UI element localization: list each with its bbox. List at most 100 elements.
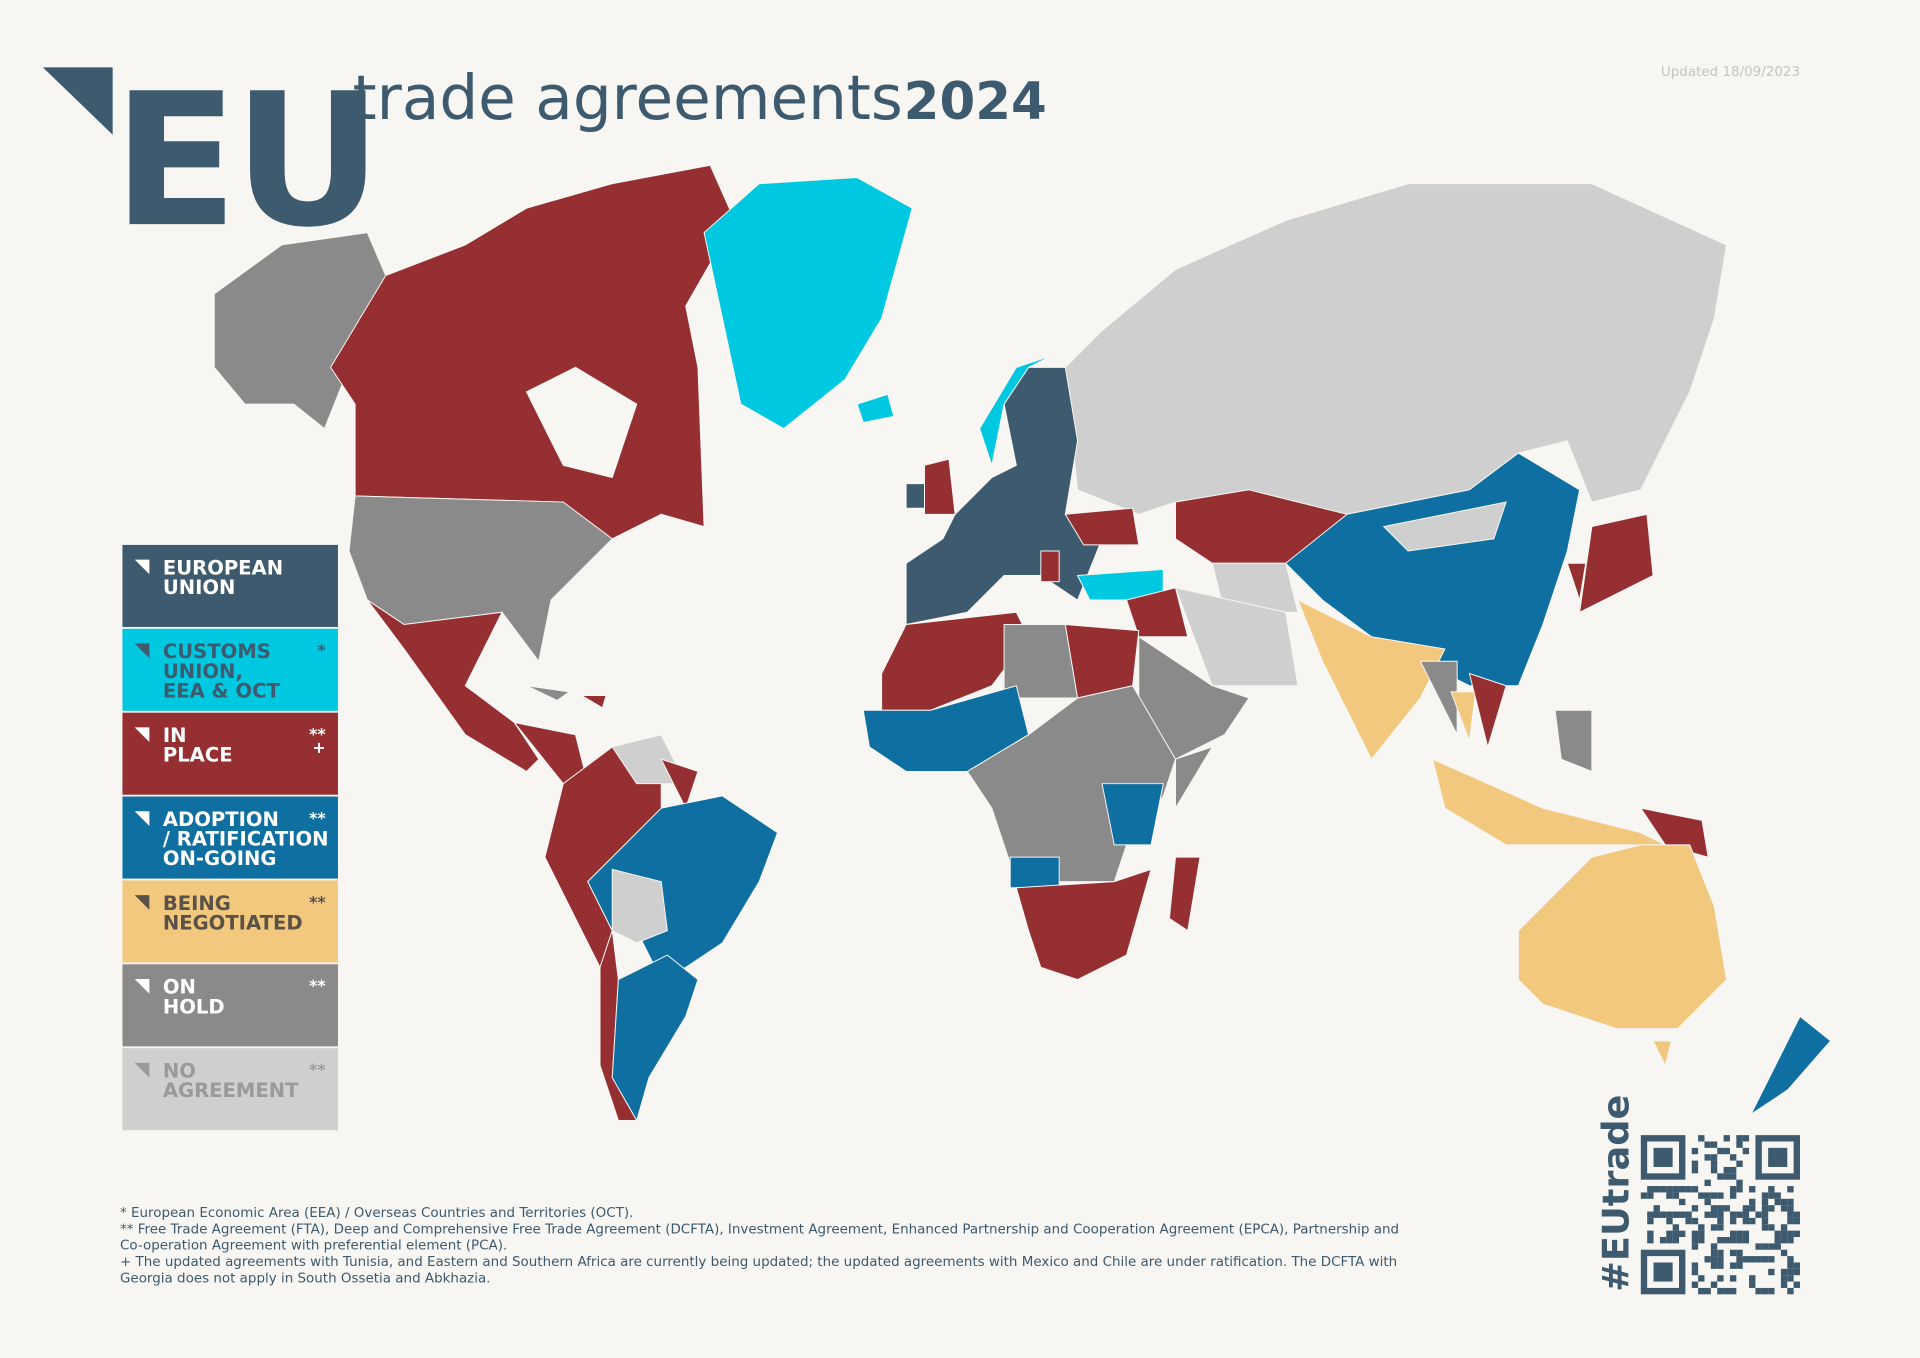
country-region <box>1101 783 1164 846</box>
legend-label: PLACE <box>163 744 233 767</box>
qr-module <box>1780 1249 1788 1257</box>
qr-module <box>1723 1237 1730 1244</box>
qr-module <box>1736 1186 1743 1193</box>
qr-module <box>1704 1256 1711 1263</box>
qr-module <box>1691 1268 1699 1276</box>
qr-module <box>1742 1230 1750 1237</box>
qr-module <box>1787 1205 1794 1212</box>
qr-module <box>1672 1237 1680 1244</box>
legend-label: HOLD <box>163 995 225 1018</box>
qr-module <box>1647 1186 1654 1193</box>
legend-label: CUSTOMS <box>163 640 271 663</box>
qr-module <box>1691 1262 1699 1269</box>
qr-module <box>1717 1217 1724 1225</box>
qr-module <box>1659 1211 1667 1218</box>
qr-module <box>1647 1217 1654 1225</box>
qr-module <box>1666 1237 1673 1244</box>
qr-module <box>1793 1211 1800 1218</box>
hashtag: #EUtrade <box>1595 1095 1638 1292</box>
qr-module <box>1768 1224 1775 1231</box>
legend-box <box>122 628 338 711</box>
qr-module <box>1698 1237 1705 1244</box>
qr-module <box>1742 1147 1750 1155</box>
legend-marker: ** <box>309 976 326 995</box>
qr-module <box>1704 1198 1711 1206</box>
qr-module <box>1666 1192 1673 1199</box>
qr-module <box>1723 1287 1730 1295</box>
qr-module <box>1691 1217 1699 1225</box>
qr-module <box>1685 1217 1692 1225</box>
qr-module <box>1672 1230 1680 1237</box>
country-region <box>525 366 638 479</box>
qr-module <box>1647 1192 1654 1199</box>
country-region <box>1297 599 1446 761</box>
country-region <box>611 868 668 944</box>
qr-module <box>1698 1224 1705 1231</box>
legend-label: BEING <box>163 892 231 915</box>
qr-module <box>1768 1256 1775 1263</box>
country-region <box>1468 672 1507 749</box>
qr-module <box>1729 1262 1737 1269</box>
legend-label: ON-GOING <box>163 847 277 870</box>
qr-module <box>1736 1141 1743 1148</box>
updated-date: Updated 18/09/2023 <box>1661 65 1800 80</box>
qr-module <box>1729 1237 1737 1244</box>
qr-module <box>1793 1230 1800 1237</box>
qr-module <box>1742 1135 1750 1142</box>
qr-module <box>1717 1224 1724 1231</box>
country-region <box>1566 562 1587 601</box>
country-region <box>1382 501 1507 552</box>
qr-module <box>1780 1281 1788 1288</box>
country-region <box>1015 868 1152 981</box>
qr-module <box>1736 1249 1743 1257</box>
qr-module <box>1710 1205 1718 1212</box>
country-region <box>1554 709 1593 773</box>
qr-module <box>1755 1256 1762 1263</box>
qr-module <box>1774 1237 1781 1244</box>
year: 2024 <box>904 72 1047 132</box>
country-region <box>1040 550 1060 583</box>
qr-module <box>1761 1192 1769 1199</box>
qr-module <box>1679 1186 1686 1193</box>
qr-module <box>1780 1268 1788 1276</box>
qr-module <box>1710 1262 1718 1269</box>
qr-module <box>1698 1135 1705 1142</box>
legend-label: EEA & OCT <box>163 679 281 702</box>
qr-module <box>1787 1211 1794 1218</box>
qr-module <box>1672 1186 1680 1193</box>
qr-module <box>1710 1154 1718 1161</box>
country-region <box>979 354 1054 468</box>
qr-module <box>1780 1275 1788 1282</box>
qr-code <box>1640 1135 1800 1295</box>
qr-module <box>1787 1256 1794 1263</box>
qr-module <box>1761 1287 1769 1295</box>
qr-module <box>1717 1147 1724 1155</box>
legend-label: ON <box>163 976 196 999</box>
qr-module <box>1717 1205 1724 1212</box>
country-region <box>1517 844 1728 1030</box>
qr-module <box>1761 1256 1769 1263</box>
country-region <box>330 164 736 552</box>
qr-module <box>1729 1166 1737 1174</box>
legend-box <box>122 712 338 795</box>
country-region <box>1639 807 1709 858</box>
qr-module <box>1755 1287 1762 1295</box>
qr-module <box>1761 1217 1769 1225</box>
legend-label: AGREEMENT <box>163 1079 299 1102</box>
qr-module <box>1710 1249 1718 1257</box>
footnote: * European Economic Area (EEA) / Oversea… <box>120 1206 633 1221</box>
legend-marker: ** <box>309 808 326 827</box>
qr-module <box>1685 1186 1692 1193</box>
qr-module <box>1749 1281 1756 1288</box>
qr-module <box>1717 1256 1724 1263</box>
country-region <box>348 495 613 663</box>
qr-module <box>1653 1186 1660 1193</box>
qr-module <box>1742 1256 1750 1263</box>
qr-finder <box>1653 1147 1673 1167</box>
qr-module <box>1793 1281 1800 1288</box>
qr-module <box>1768 1192 1775 1199</box>
footnote: Georgia does not apply in South Ossetia … <box>120 1271 491 1286</box>
qr-module <box>1787 1237 1794 1244</box>
qr-module <box>1742 1211 1750 1218</box>
